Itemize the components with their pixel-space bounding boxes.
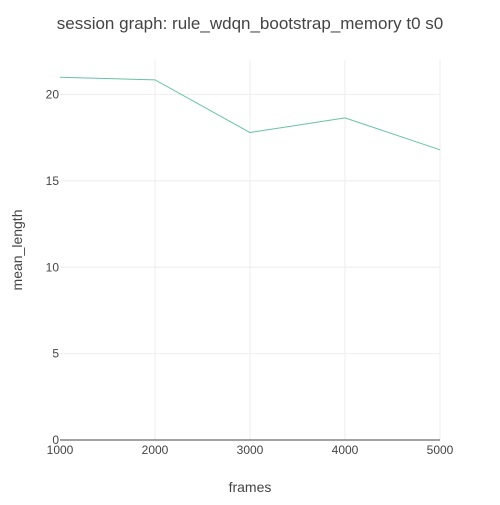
y-tick-label: 5 <box>52 347 59 361</box>
series-line <box>59 76 441 151</box>
x-tick-label: 3000 <box>237 443 264 457</box>
x-tick-label: 2000 <box>142 443 169 457</box>
x-axis-ticks: 1000 2000 3000 4000 5000 <box>47 443 454 457</box>
y-tick-label: 10 <box>46 260 60 274</box>
series-layer <box>59 76 441 151</box>
y-axis-title: mean_length <box>9 210 25 291</box>
chart-title: session graph: rule_wdqn_bootstrap_memor… <box>57 14 444 33</box>
y-tick-label: 15 <box>46 174 60 188</box>
y-tick-label: 20 <box>46 88 60 102</box>
y-axis-ticks: 0 5 10 15 20 <box>46 88 60 447</box>
y-tick-label: 0 <box>52 433 59 447</box>
x-tick-label: 4000 <box>332 443 359 457</box>
grid-lines <box>60 60 441 441</box>
x-tick-label: 1000 <box>47 443 74 457</box>
x-tick-label: 5000 <box>427 443 454 457</box>
x-axis-title: frames <box>229 479 272 495</box>
